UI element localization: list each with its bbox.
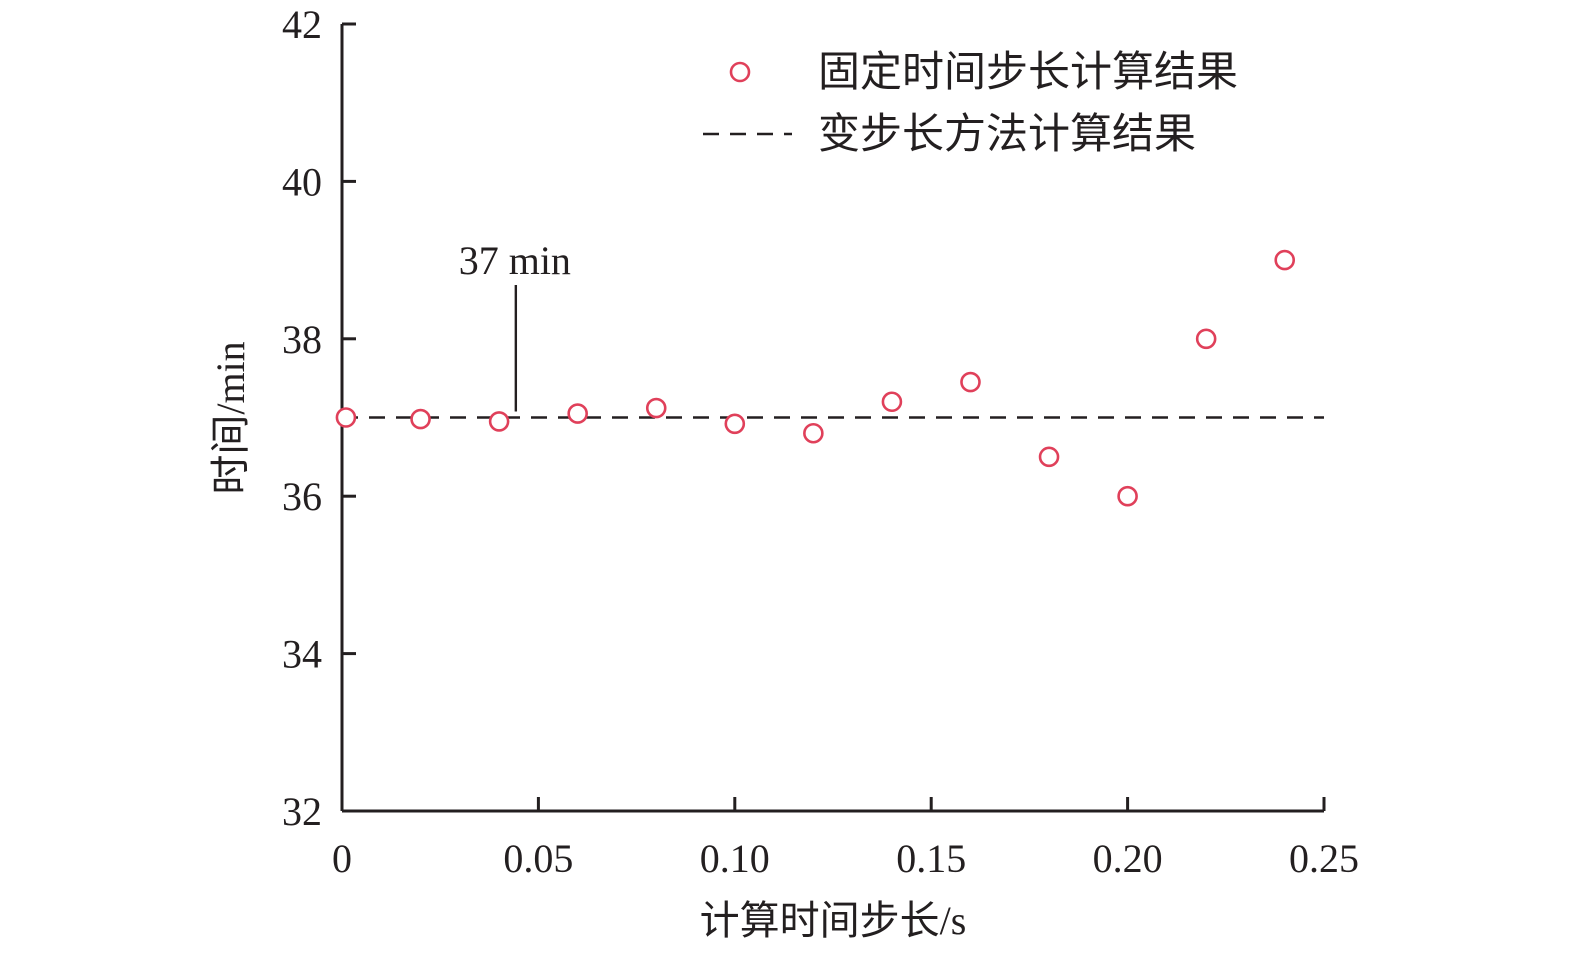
- legend-label-fixed-step: 固定时间步长计算结果: [818, 49, 1238, 96]
- y-tick-label: 36: [282, 474, 322, 519]
- legend-item-variable-step: 变步长方法计算结果: [703, 111, 1196, 158]
- y-ticks: 32 34 36 38 40 42: [282, 2, 356, 834]
- x-ticks: 0 0.05 0.10 0.15 0.20 0.25: [332, 797, 1359, 881]
- y-tick-label: 40: [282, 159, 322, 204]
- data-point: [645, 397, 667, 419]
- data-point: [1195, 328, 1217, 350]
- y-tick-label: 32: [282, 789, 322, 834]
- annotation-group: 37 min: [459, 238, 571, 412]
- x-tick-label: 0.20: [1093, 836, 1163, 881]
- legend-marker-circle: [729, 61, 751, 83]
- data-point: [1274, 249, 1296, 271]
- scatter-points: [335, 249, 1296, 507]
- x-tick-label: 0.10: [700, 836, 770, 881]
- data-point: [567, 403, 588, 424]
- x-tick-label: 0.25: [1289, 836, 1359, 881]
- data-point: [724, 413, 746, 435]
- x-tick-label: 0: [332, 836, 352, 881]
- data-point: [488, 411, 510, 432]
- annotation-label: 37 min: [459, 238, 571, 283]
- legend-label-variable-step: 变步长方法计算结果: [818, 111, 1196, 158]
- data-point: [881, 391, 903, 413]
- x-tick-label: 0.05: [503, 836, 573, 881]
- data-point: [410, 408, 431, 430]
- y-axis-title: 时间/min: [208, 341, 253, 494]
- x-axis-title: 计算时间步长/s: [700, 898, 967, 943]
- y-tick-label: 34: [282, 632, 322, 677]
- y-tick-label: 38: [282, 317, 322, 362]
- legend-item-fixed-step: 固定时间步长计算结果: [729, 49, 1238, 96]
- data-point: [803, 422, 824, 444]
- data-point: [1038, 446, 1060, 468]
- x-tick-label: 0.15: [896, 836, 966, 881]
- data-point: [960, 371, 981, 393]
- data-point: [1117, 485, 1138, 507]
- legend: 固定时间步长计算结果 变步长方法计算结果: [703, 49, 1238, 158]
- data-point: [335, 407, 357, 428]
- y-tick-label: 42: [282, 2, 322, 47]
